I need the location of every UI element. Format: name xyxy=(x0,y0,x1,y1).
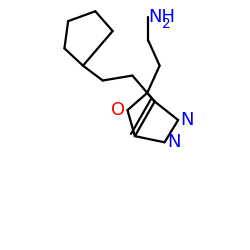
Text: NH: NH xyxy=(148,8,176,26)
Text: N: N xyxy=(167,133,180,151)
Text: 2: 2 xyxy=(162,17,171,31)
Text: N: N xyxy=(180,111,194,129)
Text: O: O xyxy=(111,101,125,119)
